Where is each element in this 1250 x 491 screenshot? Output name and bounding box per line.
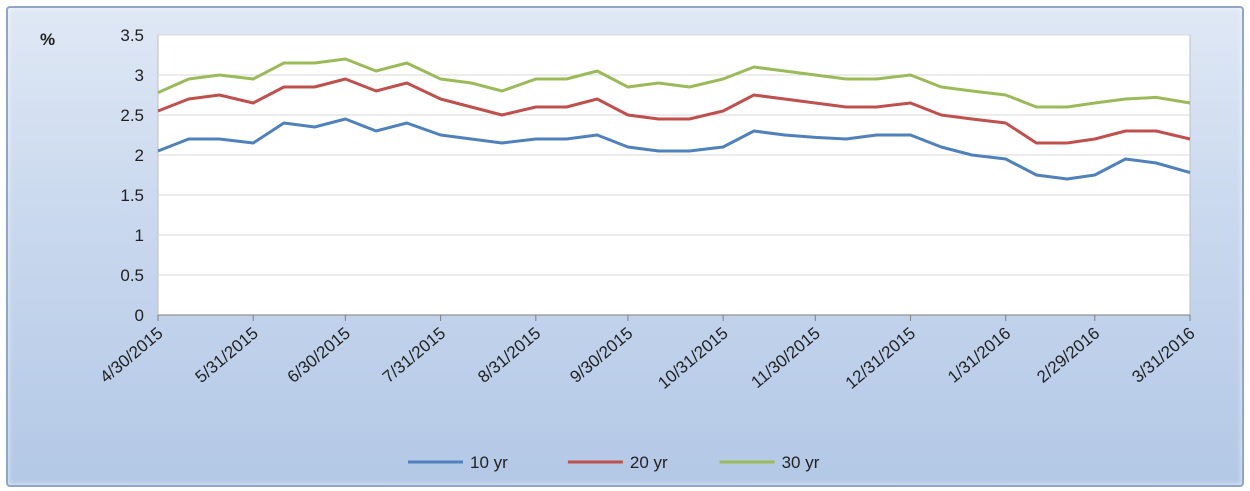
legend-label: 30 yr <box>782 453 820 472</box>
y-tick-label: 3.5 <box>120 26 144 45</box>
y-tick-label: 2.5 <box>120 106 144 125</box>
x-tick-label: 6/30/2015 <box>284 324 354 387</box>
y-tick-label: 1.5 <box>120 186 144 205</box>
x-tick-label: 11/30/2015 <box>747 324 823 392</box>
x-tick-label: 2/29/2016 <box>1033 324 1103 387</box>
y-tick-label: 2 <box>135 146 144 165</box>
x-tick-label: 10/31/2015 <box>654 324 731 393</box>
y-axis-label: % <box>40 30 55 49</box>
y-tick-label: 0 <box>135 306 144 325</box>
y-tick-label: 0.5 <box>120 266 144 285</box>
x-tick-label: 9/30/2015 <box>566 324 636 387</box>
series-line-30-yr <box>157 57 1191 109</box>
legend-label: 20 yr <box>630 453 668 472</box>
x-tick-label: 8/31/2015 <box>474 324 544 387</box>
x-tick-label: 5/31/2015 <box>192 324 262 387</box>
x-tick-label: 1/31/2016 <box>944 324 1014 387</box>
series-line-10-yr <box>157 117 1191 181</box>
y-tick-label: 1 <box>135 226 144 245</box>
x-tick-label: 3/31/2016 <box>1128 324 1198 387</box>
x-tick-label: 7/31/2015 <box>379 324 449 387</box>
legend-label: 10 yr <box>470 453 508 472</box>
x-tick-label: 12/31/2015 <box>842 324 919 393</box>
x-tick-label: 4/30/2015 <box>96 324 166 387</box>
series-line-20-yr <box>157 77 1191 145</box>
y-tick-label: 3 <box>135 66 144 85</box>
